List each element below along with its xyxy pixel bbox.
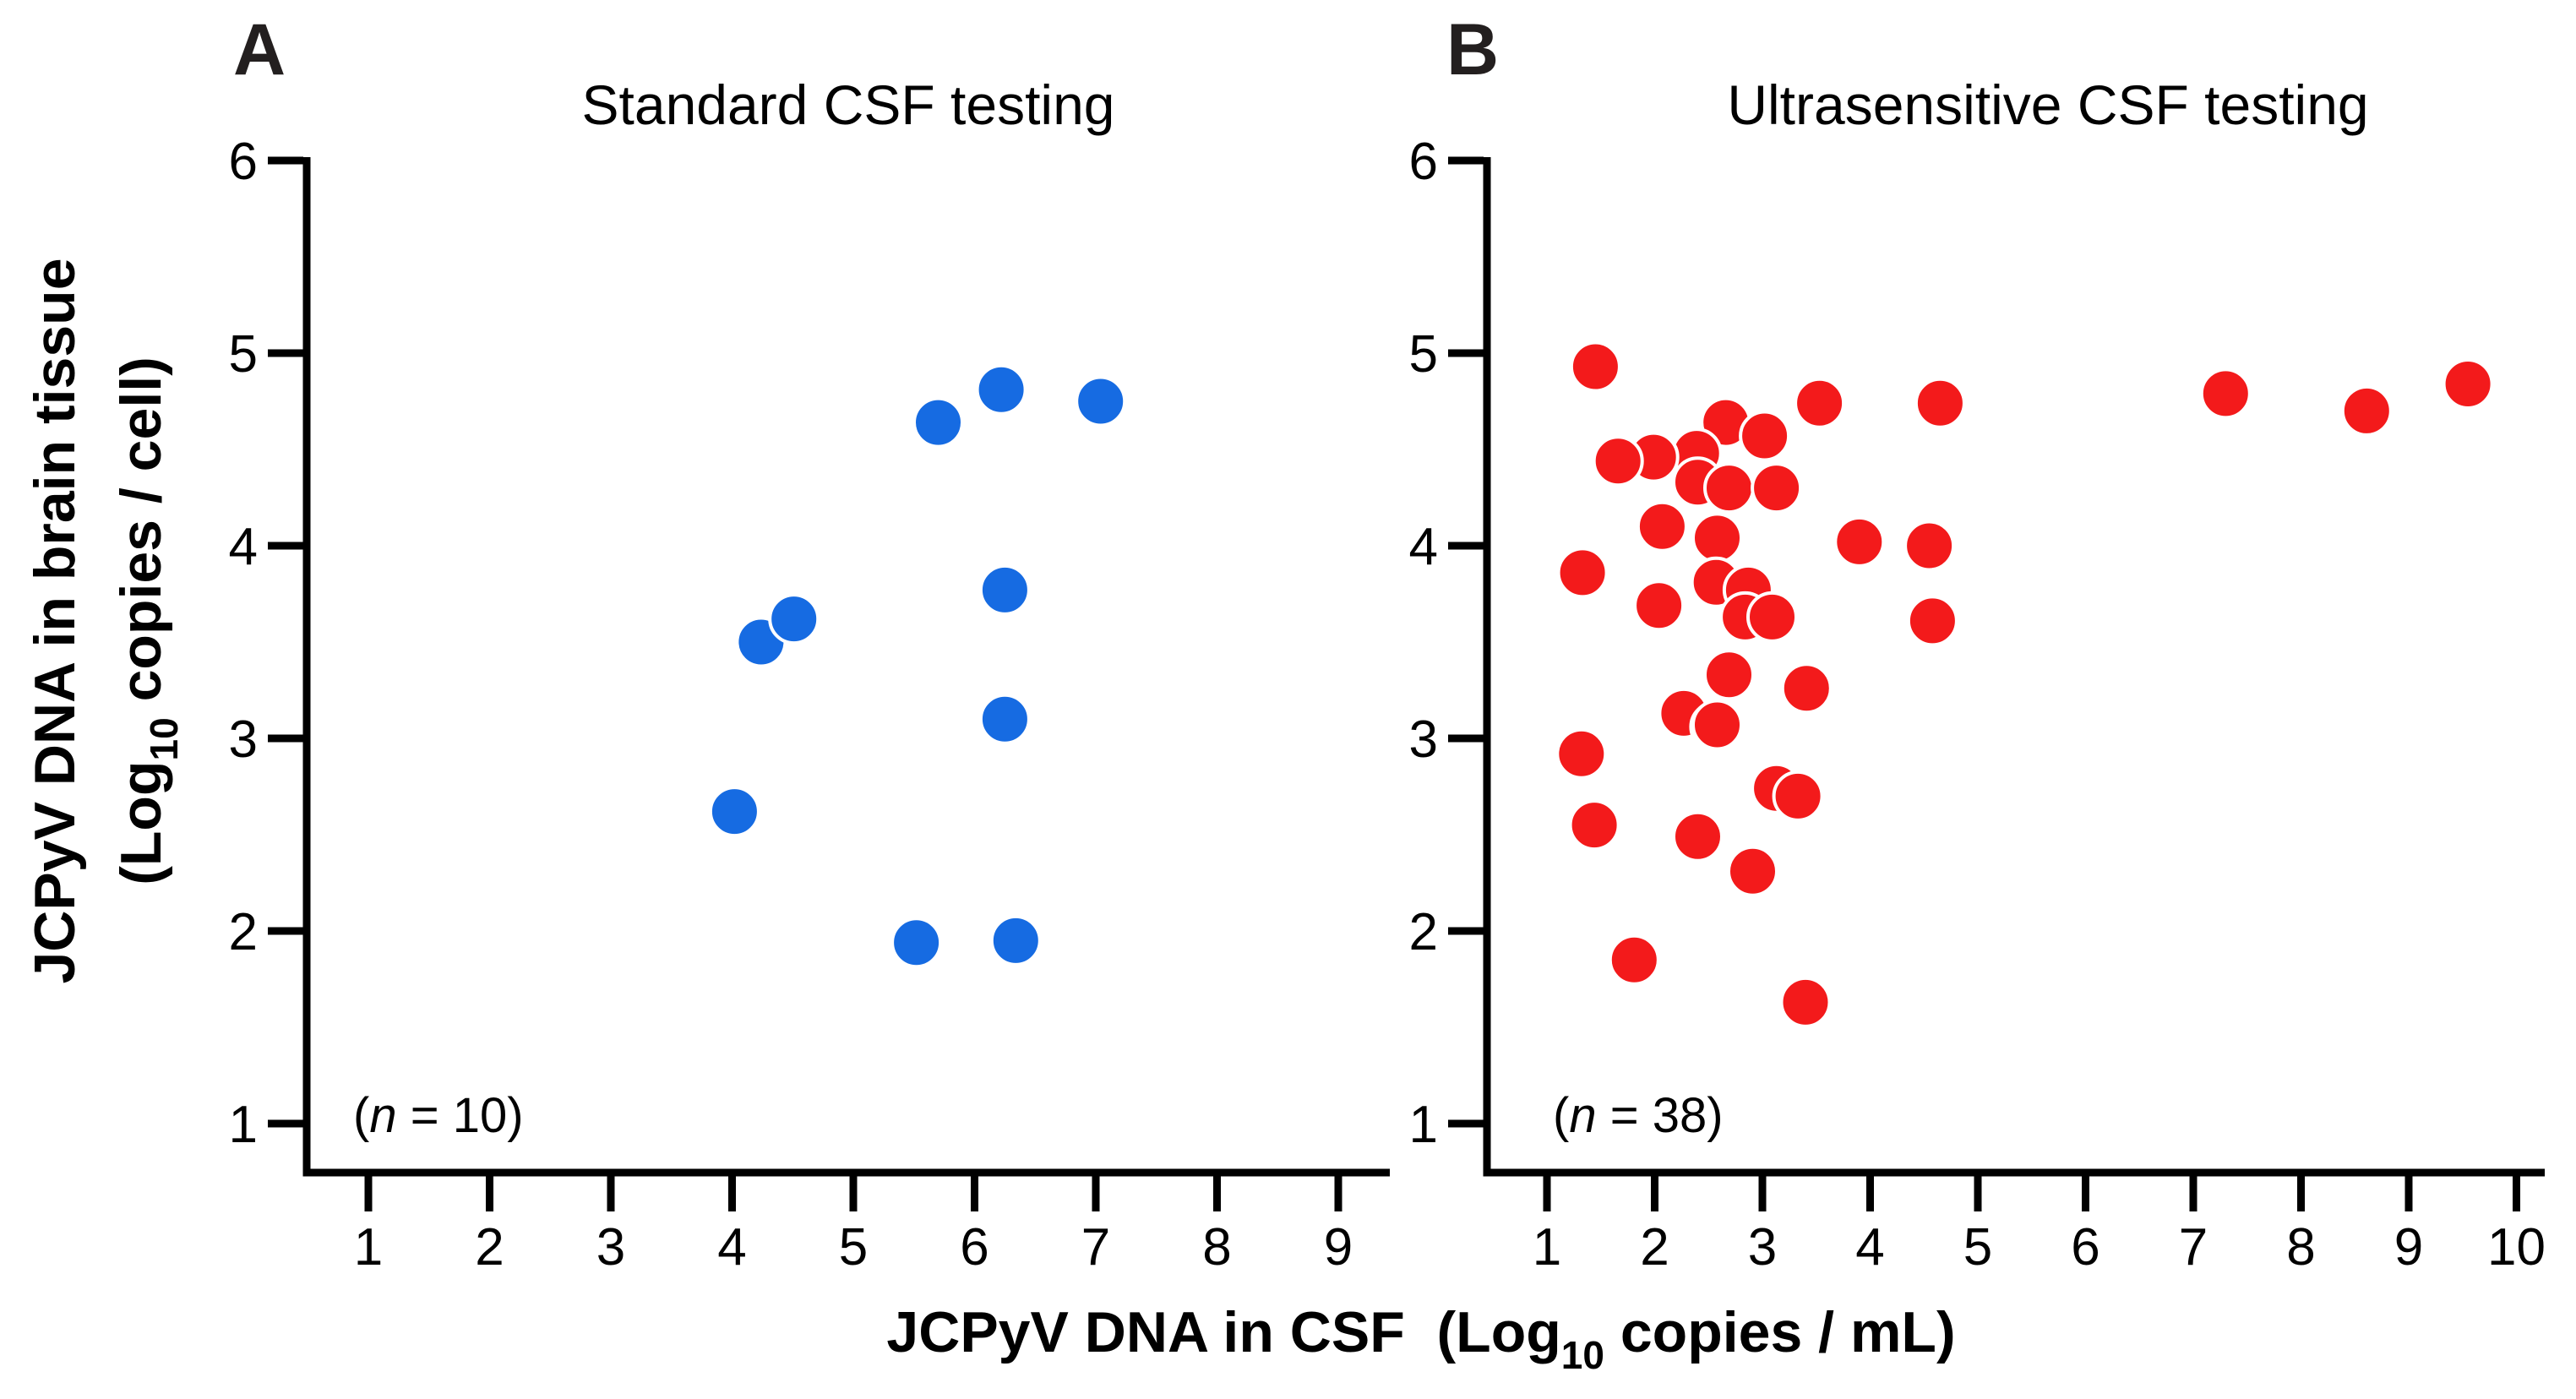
- data-point: [978, 693, 1031, 745]
- x-tick-label: 7: [2179, 1218, 2208, 1277]
- x-tick-label: 4: [717, 1218, 746, 1277]
- panel-b-points: [1555, 340, 2494, 1028]
- data-point: [1906, 595, 1958, 647]
- data-point: [1691, 512, 1743, 564]
- x-tick-label: 9: [2394, 1218, 2423, 1277]
- x-tick-label: 6: [960, 1218, 988, 1277]
- data-point: [1075, 375, 1127, 427]
- data-point: [1772, 770, 1824, 822]
- x-tick-label: 3: [1748, 1218, 1777, 1277]
- y-tick-label: 5: [1409, 325, 1438, 384]
- panel-a-n-label: (n = 10): [353, 1088, 524, 1143]
- x-tick-label: 5: [839, 1218, 868, 1277]
- data-point: [1555, 727, 1608, 780]
- data-point: [1703, 649, 1755, 701]
- data-point: [2199, 367, 2252, 420]
- data-point: [1751, 462, 1803, 514]
- x-tick-label: 8: [1202, 1218, 1231, 1277]
- y-tick-label: 1: [1409, 1096, 1438, 1154]
- x-tick-label: 8: [2286, 1218, 2315, 1277]
- data-point: [1556, 547, 1609, 599]
- x-tick-label: 1: [354, 1218, 383, 1277]
- x-tick-label: 1: [1533, 1218, 1561, 1277]
- y-tick-label: 5: [229, 325, 258, 384]
- data-point: [1608, 934, 1660, 986]
- x-tick-label: 9: [1324, 1218, 1353, 1277]
- panel-b-n-label: (n = 38): [1553, 1088, 1724, 1143]
- x-axis-label: JCPyV DNA in CSF (Log10 copies / mL): [886, 1300, 1955, 1377]
- x-tick-label: 3: [596, 1218, 625, 1277]
- data-point: [1914, 377, 1966, 429]
- data-point: [890, 917, 943, 969]
- data-point: [2442, 358, 2494, 410]
- data-point: [1727, 845, 1778, 897]
- x-tick-label: 4: [1855, 1218, 1884, 1277]
- panel-a-title: Standard CSF testing: [582, 73, 1115, 136]
- panel-a-y-ticks: 6 5 4 3 2 1: [229, 133, 303, 1154]
- x-tick-label: 5: [1963, 1218, 1992, 1277]
- data-point: [1691, 699, 1743, 751]
- y-axis-label-line2: (Log10 copies / cell): [109, 357, 186, 885]
- panel-b: B Ultrasensitive CSF testing 6 5 4 3 2 1 1 2 3 4…: [1409, 9, 2546, 1277]
- y-tick-label: 6: [1409, 133, 1438, 191]
- panel-a-x-ticks: 1 2 3 4 5 6 7 8 9: [354, 1176, 1353, 1277]
- y-tick-label: 4: [1409, 518, 1438, 576]
- data-point: [989, 914, 1042, 966]
- y-tick-label: 6: [229, 133, 258, 191]
- x-tick-label: 6: [2071, 1218, 2099, 1277]
- y-axis-label: JCPyV DNA in brain tissue (Log10 copies …: [23, 258, 186, 983]
- data-point: [1746, 591, 1798, 643]
- data-point: [768, 593, 820, 645]
- data-point: [1779, 976, 1832, 1028]
- data-point: [1794, 377, 1846, 429]
- data-point: [1672, 810, 1724, 863]
- data-point: [708, 786, 760, 838]
- data-point: [1739, 410, 1791, 462]
- y-tick-label: 3: [229, 710, 258, 769]
- data-point: [1636, 500, 1688, 553]
- data-point: [975, 363, 1027, 416]
- data-point: [912, 396, 964, 449]
- y-axis-label-line1: JCPyV DNA in brain tissue: [23, 258, 87, 983]
- y-tick-label: 2: [1409, 903, 1438, 961]
- y-tick-label: 3: [1409, 710, 1438, 769]
- data-point: [2340, 384, 2393, 437]
- data-point: [1903, 520, 1956, 572]
- data-point: [1780, 662, 1833, 715]
- x-tick-label: 7: [1081, 1218, 1110, 1277]
- x-tick-label: 2: [475, 1218, 504, 1277]
- x-tick-label: 10: [2487, 1218, 2546, 1277]
- x-tick-label: 2: [1640, 1218, 1669, 1277]
- y-tick-label: 4: [229, 518, 258, 576]
- panel-b-title: Ultrasensitive CSF testing: [1727, 73, 2368, 136]
- panel-b-x-ticks: 1 2 3 4 5 6 7 8 9 10: [1533, 1176, 2546, 1277]
- data-point: [1833, 515, 1886, 568]
- data-point: [1633, 580, 1686, 632]
- panel-b-letter: B: [1446, 9, 1499, 90]
- data-point: [1703, 462, 1755, 514]
- y-tick-label: 2: [229, 903, 258, 961]
- data-point: [1592, 435, 1644, 487]
- data-point: [978, 563, 1031, 616]
- data-point: [1568, 799, 1620, 852]
- panel-b-y-ticks: 6 5 4 3 2 1: [1409, 133, 1484, 1154]
- y-tick-label: 1: [229, 1096, 258, 1154]
- panel-a-letter: A: [233, 9, 286, 90]
- data-point: [1569, 340, 1621, 393]
- panel-a-points: [708, 363, 1127, 969]
